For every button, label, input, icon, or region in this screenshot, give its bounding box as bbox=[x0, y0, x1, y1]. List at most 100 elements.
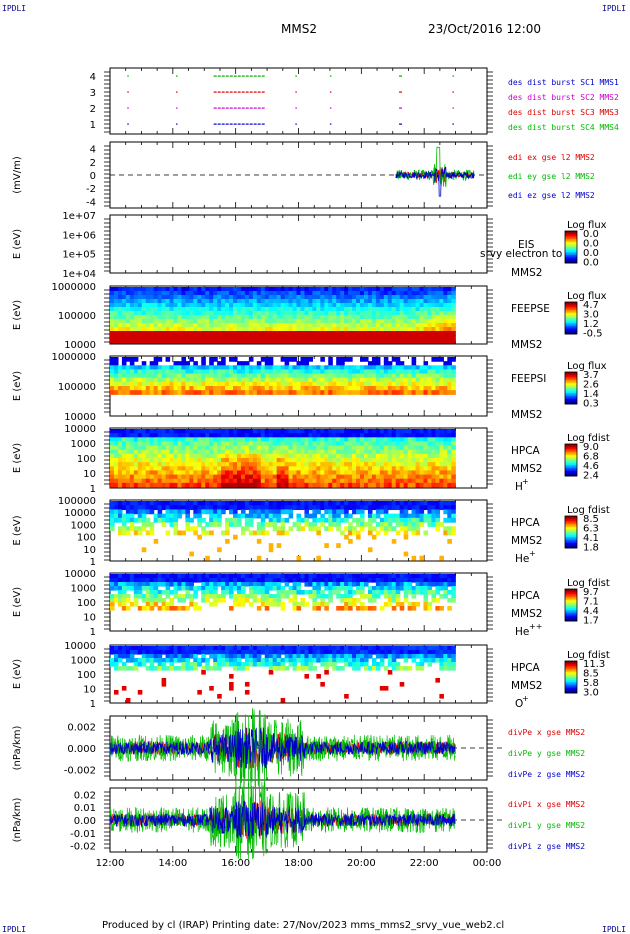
feepse-panel-cell bbox=[217, 311, 222, 316]
hpca-h-panel-cell bbox=[252, 441, 258, 447]
feepse-panel-cell bbox=[360, 327, 365, 332]
hpca-he1-panel-cell bbox=[320, 501, 325, 506]
hpca-h-panel-cell bbox=[435, 453, 440, 459]
hpca-he1-panel-cell bbox=[367, 513, 373, 519]
feepse-panel-cell bbox=[367, 299, 373, 304]
feepsi-panel-cell bbox=[248, 369, 254, 375]
hpca-he1-panel-cell bbox=[352, 526, 357, 532]
hpca-he1-panel-cell bbox=[240, 509, 246, 515]
burst-panel-burst-mark bbox=[229, 123, 233, 125]
hpca-he1-panel-cell bbox=[272, 509, 278, 515]
feepsi-panel-cell bbox=[447, 365, 452, 371]
hpca-he2-panel-cell bbox=[193, 594, 198, 599]
hpca-he1-panel-cell bbox=[348, 505, 353, 511]
feepsi-panel-cell bbox=[181, 365, 186, 371]
feepsi-panel-cell bbox=[189, 377, 194, 383]
hpca-h-panel-cell bbox=[145, 474, 151, 480]
header-spacecraft: MMS2 bbox=[281, 22, 317, 36]
hpca-he1-panel-colorbar-swatch bbox=[565, 533, 577, 536]
feepsi-panel-cell bbox=[276, 390, 282, 395]
hpca-h-panel-cell bbox=[451, 474, 456, 480]
hpca-he1-panel-cell bbox=[256, 538, 262, 544]
hpca-he1-panel-cell bbox=[308, 513, 313, 519]
hpca-h-panel-cell bbox=[411, 429, 417, 434]
feepsi-panel-cell bbox=[352, 365, 357, 371]
feepse-panel-cell bbox=[145, 303, 151, 308]
eis-panel-colorbar-value: 0.0 bbox=[583, 239, 599, 250]
hpca-h-panel-cell bbox=[431, 453, 437, 459]
hpca-he1-panel-cell bbox=[268, 543, 274, 548]
feepse-panel-colorbar-swatch bbox=[565, 316, 577, 319]
hpca-h-panel-cell bbox=[193, 474, 198, 480]
burst-panel-burst-mark bbox=[257, 107, 261, 109]
feepse-panel-cell bbox=[344, 331, 349, 336]
hpca-h-panel-cell bbox=[435, 433, 440, 438]
hpca-h-panel-cell bbox=[284, 462, 290, 467]
hpca-h-panel-cell bbox=[173, 458, 179, 463]
feepse-panel-cell bbox=[300, 291, 306, 296]
burst-panel-burst-mark bbox=[225, 107, 229, 109]
feepse-panel-cell bbox=[213, 331, 218, 336]
feepsi-panel-cell bbox=[145, 365, 151, 371]
hpca-h-panel-cell bbox=[217, 478, 222, 484]
feepse-panel-cell bbox=[189, 291, 194, 296]
feepsi-panel-cell bbox=[324, 365, 329, 371]
feepsi-panel-cell bbox=[344, 386, 349, 391]
hpca-h-panel-cell bbox=[427, 474, 433, 480]
feepse-panel-cell bbox=[209, 339, 214, 344]
hpca-he2-panel-cell bbox=[165, 594, 171, 599]
feepse-panel-cell bbox=[431, 335, 437, 340]
hpca-h-panel-cell bbox=[367, 433, 373, 438]
hpca-he1-panel-cell bbox=[205, 501, 210, 506]
feepse-panel-cell bbox=[387, 339, 393, 344]
feepse-panel-cell bbox=[431, 295, 437, 300]
hpca-he2-panel-cell bbox=[161, 574, 167, 579]
hpca-h-panel-cell bbox=[201, 441, 206, 447]
hpca-he2-panel-cell bbox=[173, 582, 179, 587]
hpca-he1-panel-cell bbox=[276, 501, 282, 506]
feepse-panel-cell bbox=[236, 307, 242, 312]
feepse-panel-cell bbox=[197, 327, 202, 332]
hpca-he1-panel-cell bbox=[173, 513, 179, 519]
hpca-h-panel-cell bbox=[252, 462, 258, 467]
feepse-panel-cell bbox=[447, 319, 452, 324]
hpca-h-panel-cell bbox=[113, 453, 119, 459]
hpca-h-panel-cell bbox=[260, 466, 266, 472]
hpca-he1-panel-cell bbox=[288, 501, 294, 506]
feepse-panel-cell bbox=[145, 307, 151, 312]
hpca-h-panel-cell bbox=[447, 466, 452, 472]
feepse-panel-cell bbox=[181, 315, 186, 320]
hpca-h-panel-cell bbox=[217, 433, 222, 438]
feepse-panel-cell bbox=[324, 339, 329, 344]
feepsi-panel-cell bbox=[141, 361, 147, 366]
hpca-h-panel-cell bbox=[173, 433, 179, 438]
hpca-h-panel-y-axis-title: E (eV) bbox=[12, 443, 23, 473]
feepse-panel-cell bbox=[387, 311, 393, 316]
feepse-panel-cell bbox=[169, 295, 175, 300]
hpca-he2-panel-cell bbox=[240, 586, 246, 591]
feepse-panel-cell bbox=[399, 335, 405, 340]
hpca-h-panel-cell bbox=[447, 453, 452, 459]
feepse-panel-cell bbox=[356, 299, 361, 304]
hpca-h-panel-cell bbox=[348, 441, 353, 447]
hpca-h-panel-cell bbox=[276, 449, 282, 455]
hpca-he1-panel-cell bbox=[435, 513, 440, 519]
hpca-h-panel-cell bbox=[248, 453, 254, 459]
hpca-he2-panel-cell bbox=[165, 602, 171, 607]
hpca-h-panel-cell bbox=[229, 478, 234, 484]
hpca-he1-panel-cell bbox=[375, 505, 381, 511]
feepsi-panel-cell bbox=[181, 357, 186, 362]
hpca-h-panel-cell bbox=[427, 437, 433, 443]
hpca-he2-panel-cell bbox=[292, 582, 298, 587]
hpca-he1-panel-cell bbox=[284, 530, 290, 536]
hpca-he2-panel-cell bbox=[165, 582, 171, 587]
hpca-he2-panel-cell bbox=[213, 602, 218, 607]
feepse-panel-cell bbox=[244, 299, 250, 304]
hpca-he1-panel-cell bbox=[288, 513, 294, 519]
hpca-he1-panel-cell bbox=[375, 522, 381, 527]
feepse-panel-cell bbox=[443, 303, 448, 308]
feepse-panel-colorbar-value: 3.0 bbox=[583, 310, 599, 321]
feepsi-panel-cell bbox=[328, 357, 333, 362]
hpca-he2-panel-cell bbox=[225, 578, 230, 583]
feepse-panel-cell bbox=[110, 315, 115, 320]
